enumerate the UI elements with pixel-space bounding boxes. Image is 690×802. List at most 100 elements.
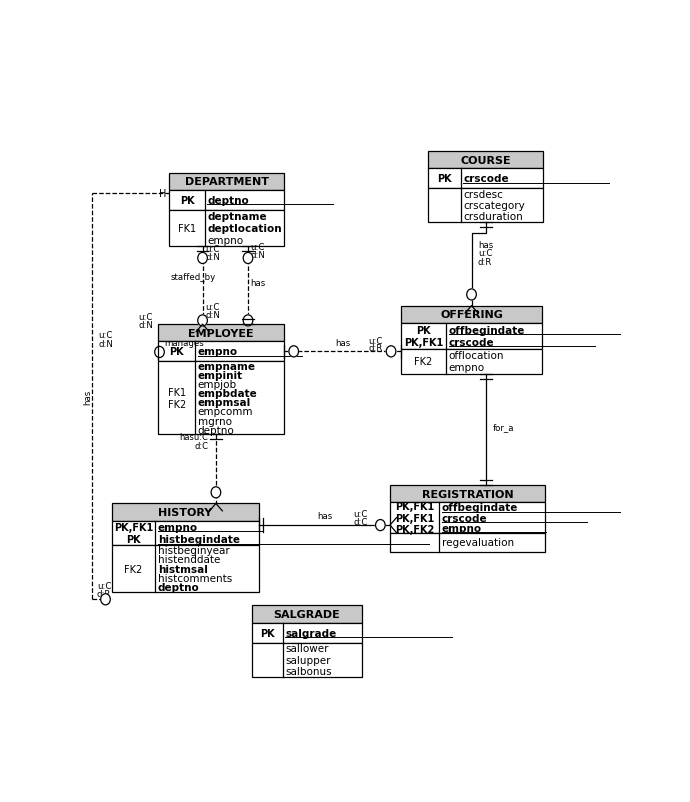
Text: offlocation: offlocation: [448, 350, 504, 361]
Text: empno: empno: [158, 522, 198, 533]
Text: u:C: u:C: [205, 302, 219, 311]
Text: PK
PK,FK1: PK PK,FK1: [404, 326, 443, 347]
Bar: [169, 210, 284, 246]
Text: d:R: d:R: [368, 344, 383, 353]
Text: u:C: u:C: [97, 581, 111, 590]
Text: hasu:C: hasu:C: [179, 432, 208, 442]
Bar: [390, 485, 545, 503]
Circle shape: [211, 487, 221, 498]
Text: has: has: [83, 389, 92, 404]
Text: PK,FK1
PK,FK1
PK,FK2: PK,FK1 PK,FK1 PK,FK2: [395, 501, 434, 535]
Text: salgrade: salgrade: [286, 628, 337, 638]
Bar: [112, 521, 259, 546]
Text: offbegindate: offbegindate: [448, 326, 525, 335]
Circle shape: [466, 290, 476, 301]
Text: u:C: u:C: [98, 330, 112, 340]
Text: histmsal: histmsal: [158, 564, 208, 574]
Text: has: has: [250, 278, 266, 287]
Text: histenddate: histenddate: [158, 555, 220, 565]
Text: HISTORY: HISTORY: [158, 508, 213, 517]
Circle shape: [198, 315, 208, 326]
Text: has: has: [317, 512, 332, 520]
Text: PK: PK: [179, 196, 195, 205]
Text: PK: PK: [260, 628, 275, 638]
Text: empno: empno: [442, 524, 482, 533]
Bar: [159, 325, 284, 342]
Bar: [252, 606, 362, 623]
Circle shape: [386, 346, 396, 358]
Text: H: H: [159, 188, 166, 199]
Text: has: has: [478, 241, 493, 249]
Text: d:R: d:R: [97, 589, 111, 598]
Text: deptno: deptno: [208, 196, 249, 205]
Text: u:C: u:C: [250, 242, 265, 251]
Circle shape: [243, 253, 253, 264]
Text: COURSE: COURSE: [461, 156, 511, 165]
Text: crscategory: crscategory: [464, 200, 525, 211]
Text: FK2: FK2: [414, 357, 433, 367]
Text: d:N: d:N: [250, 250, 266, 259]
Text: histbegindate: histbegindate: [158, 535, 240, 545]
Text: u:C: u:C: [368, 336, 383, 345]
Text: histcomments: histcomments: [158, 573, 233, 583]
Text: SALGRADE: SALGRADE: [273, 610, 340, 619]
Text: u:C: u:C: [205, 245, 219, 253]
Circle shape: [155, 347, 164, 358]
Text: histbeginyear: histbeginyear: [158, 545, 230, 556]
Text: empbdate: empbdate: [197, 389, 257, 399]
Text: manages: manages: [164, 338, 204, 348]
Circle shape: [289, 346, 299, 358]
Text: d:N: d:N: [205, 253, 220, 261]
Text: OFFERING: OFFERING: [440, 310, 503, 320]
Text: offbegindate: offbegindate: [442, 503, 518, 512]
Bar: [390, 533, 545, 552]
Bar: [390, 503, 545, 533]
Text: u:C: u:C: [353, 510, 368, 519]
Circle shape: [375, 520, 385, 531]
Text: d:N: d:N: [138, 321, 153, 330]
Text: for_a: for_a: [493, 423, 514, 431]
Text: EMPLOYEE: EMPLOYEE: [188, 328, 254, 338]
Text: empjob: empjob: [197, 379, 237, 390]
Text: crscode: crscode: [448, 338, 494, 347]
Text: d:R: d:R: [478, 257, 493, 266]
Bar: [428, 169, 544, 189]
Text: salupper: salupper: [286, 654, 331, 665]
Bar: [401, 323, 542, 350]
Text: d:C: d:C: [195, 441, 208, 450]
Text: u:C: u:C: [478, 249, 493, 258]
Circle shape: [101, 594, 110, 605]
Bar: [159, 362, 284, 435]
Text: empname: empname: [197, 362, 255, 371]
Text: deptno: deptno: [158, 582, 199, 593]
Text: crsduration: crsduration: [464, 213, 523, 222]
Text: empno: empno: [197, 347, 237, 357]
Text: d:N: d:N: [205, 310, 220, 319]
Text: mgrno: mgrno: [197, 416, 232, 426]
Text: empno: empno: [448, 363, 485, 373]
Bar: [252, 623, 362, 642]
Text: d:N: d:N: [98, 339, 113, 348]
Text: crscode: crscode: [442, 513, 487, 523]
Bar: [112, 504, 259, 521]
Text: deptno: deptno: [197, 425, 235, 435]
Bar: [159, 342, 284, 362]
Bar: [169, 173, 284, 191]
Bar: [428, 152, 544, 169]
Circle shape: [198, 253, 208, 264]
Text: empmsal: empmsal: [197, 398, 250, 407]
Text: FK2: FK2: [124, 564, 143, 574]
Circle shape: [243, 315, 253, 326]
Text: crsdesc: crsdesc: [464, 189, 503, 200]
Text: staffed_by: staffed_by: [170, 273, 216, 282]
Text: PK,FK1
PK: PK,FK1 PK: [114, 523, 153, 545]
Text: PK: PK: [437, 174, 452, 184]
Bar: [401, 306, 542, 323]
Text: salbonus: salbonus: [286, 666, 332, 676]
Text: FK1
FK2: FK1 FK2: [168, 387, 186, 409]
Text: regevaluation: regevaluation: [442, 537, 513, 548]
Text: d:C: d:C: [353, 518, 368, 527]
Text: DEPARTMENT: DEPARTMENT: [185, 177, 268, 187]
Text: empno: empno: [208, 235, 244, 245]
Bar: [252, 642, 362, 677]
